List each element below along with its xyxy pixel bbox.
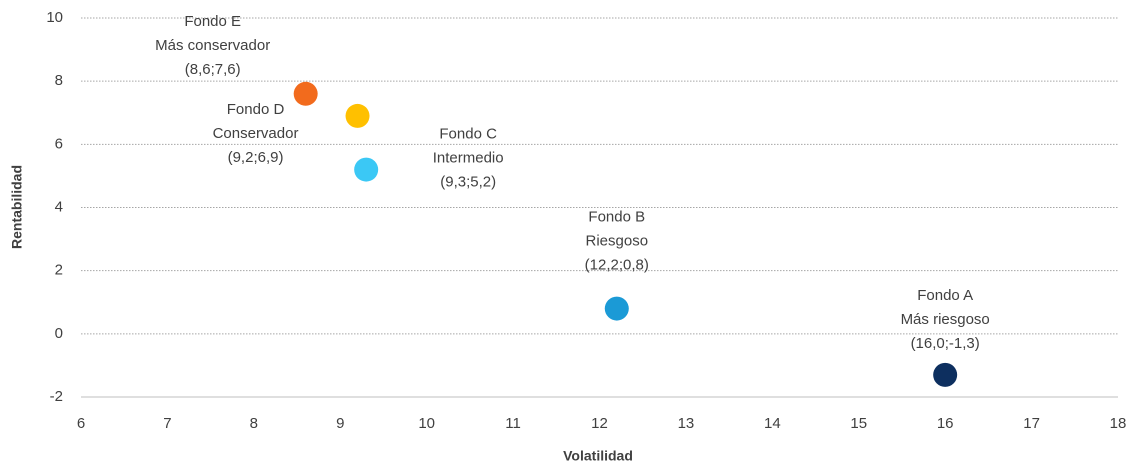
point — [345, 103, 370, 128]
value-label: (8,6;7,6) — [185, 61, 241, 78]
y-tick-label: -2 — [50, 388, 63, 405]
y-tick-label: 8 — [55, 72, 63, 89]
annotation: Fondo C — [439, 126, 497, 143]
annotation: Conservador — [213, 125, 299, 142]
x-tick-label: 14 — [764, 415, 781, 432]
annotation: Fondo A — [917, 287, 973, 304]
annotation: Riesgoso — [586, 233, 649, 250]
value-label: (16,0;-1,3) — [911, 335, 980, 352]
annotation: Fondo E — [184, 13, 241, 30]
point — [933, 362, 958, 387]
point — [604, 296, 629, 321]
value-label: (9,3;5,2) — [440, 174, 496, 191]
annotation: Más conservador — [155, 37, 270, 54]
x-tick-label: 8 — [250, 415, 258, 432]
x-tick-label: 12 — [591, 415, 608, 432]
x-axis-title: Volatilidad — [563, 448, 633, 464]
y-axis-title: Rentabilidad — [9, 165, 25, 249]
annotation: Fondo D — [227, 101, 285, 118]
x-tick-label: 18 — [1110, 415, 1127, 432]
value-label: (9,2;6,9) — [228, 149, 284, 166]
x-tick-label: 9 — [336, 415, 344, 432]
point — [293, 81, 318, 106]
y-tick-label: 4 — [55, 198, 63, 215]
y-tick-label: 6 — [55, 135, 63, 152]
y-tick-label: 0 — [55, 325, 63, 342]
annotation: Fondo B — [588, 209, 645, 226]
y-tick-label: 2 — [55, 262, 63, 279]
annotation: Más riesgoso — [901, 311, 990, 328]
x-tick-label: 11 — [505, 415, 521, 432]
x-tick-label: 16 — [937, 415, 954, 432]
x-tick-label: 13 — [678, 415, 695, 432]
value-label: (12,2;0,8) — [585, 257, 649, 274]
x-tick-label: 17 — [1023, 415, 1040, 432]
x-tick-label: 7 — [163, 415, 171, 432]
point — [354, 157, 379, 182]
annotation: Intermedio — [433, 150, 504, 167]
x-tick-label: 10 — [418, 415, 435, 432]
y-tick-label: 10 — [46, 9, 63, 26]
x-tick-label: 15 — [850, 415, 867, 432]
x-tick-label: 6 — [77, 415, 85, 432]
